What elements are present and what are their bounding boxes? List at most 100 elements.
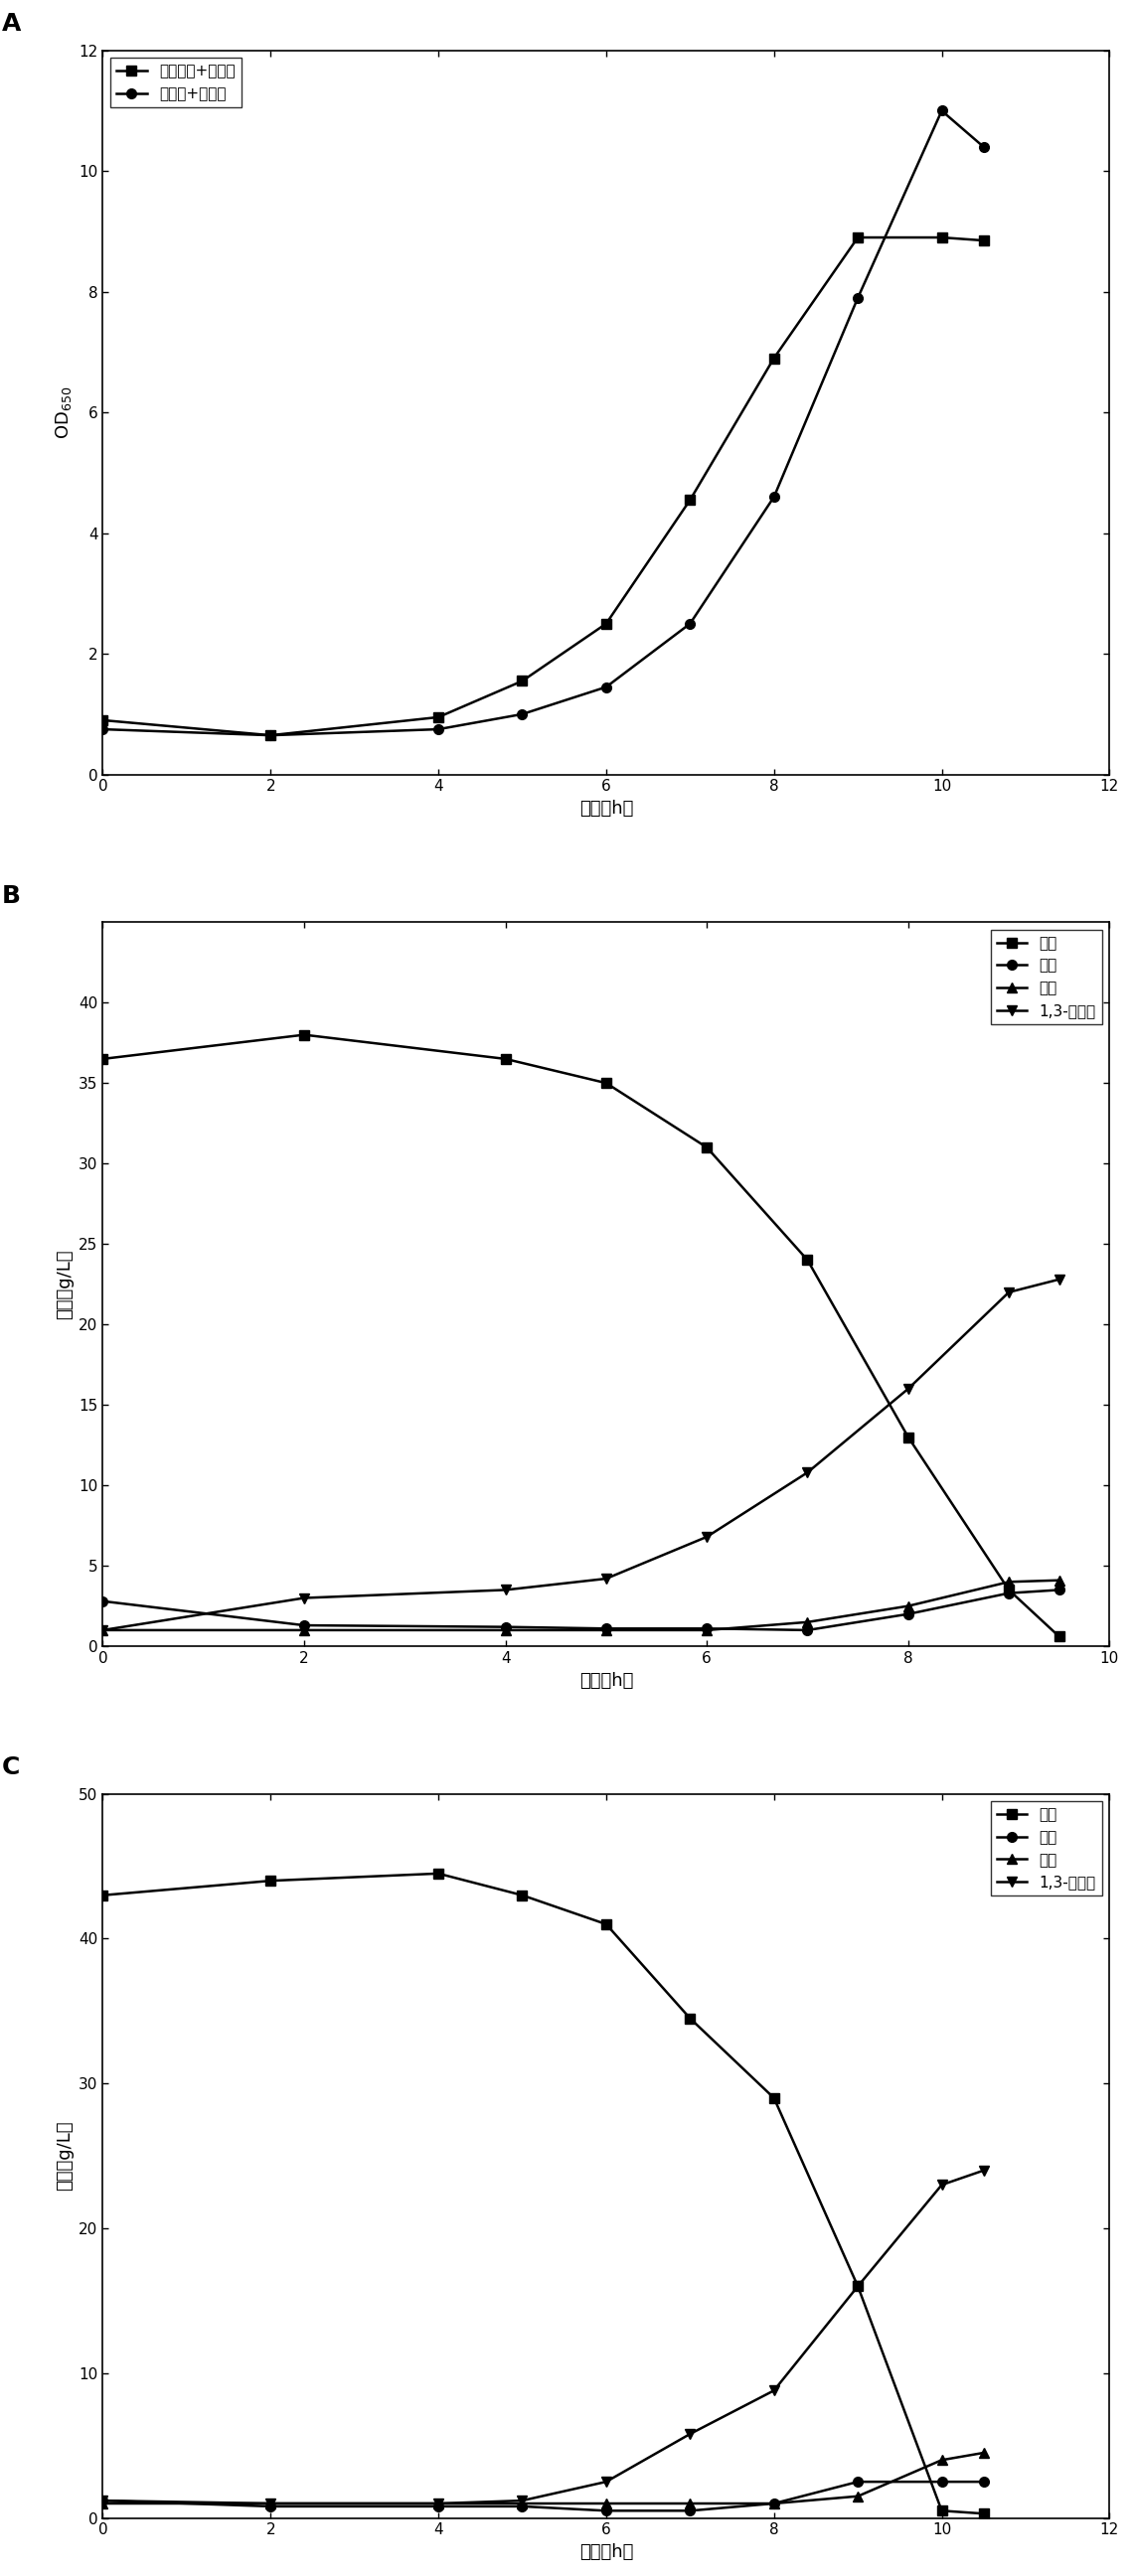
- 丁酸: [684, 2488, 697, 2519]
- Line: 1,3-丙二醇: 1,3-丙二醇: [98, 1275, 1064, 1636]
- 丁酸: [600, 2488, 613, 2519]
- 1,3-丙二醇: [767, 2375, 780, 2406]
- 乙酸: [976, 2465, 990, 2496]
- 甘油: [934, 2496, 948, 2527]
- 乙酸: [1002, 1577, 1016, 1607]
- 乙酸: [767, 2488, 780, 2519]
- 1,3-丙二醇: [432, 2488, 446, 2519]
- X-axis label: 时间（h）: 时间（h）: [579, 2543, 633, 2561]
- Text: A: A: [2, 13, 22, 36]
- 甘油: [700, 1131, 713, 1162]
- 甘油: [96, 1043, 110, 1074]
- 乙酸: [432, 2491, 446, 2522]
- 1,3-丙二醇: [96, 2486, 110, 2517]
- 1,3-丙二醇: [700, 1522, 713, 1553]
- 乙酸: [684, 2496, 697, 2527]
- 1,3-丙二醇: [499, 1574, 513, 1605]
- 甘油: [767, 2081, 780, 2112]
- 甘油: [902, 1422, 915, 1453]
- 塔釜甘油+蒸馏水: [600, 608, 613, 639]
- 乙酸: [700, 1613, 713, 1643]
- Line: 1,3-丙二醇: 1,3-丙二醇: [98, 2166, 989, 2509]
- 丁酸: [600, 1615, 613, 1646]
- 甘油: [499, 1043, 513, 1074]
- 丁酸: [850, 2481, 864, 2512]
- 塔釜甘油+蒸馏水: [264, 719, 278, 750]
- 乙酸: [801, 1615, 814, 1646]
- 塔釜甘油+蒸馏水: [767, 343, 780, 374]
- 粗甘油+自来水: [516, 698, 530, 729]
- 甘油: [850, 2272, 864, 2303]
- 塔釜甘油+蒸馏水: [934, 222, 948, 252]
- 粗甘油+自来水: [96, 714, 110, 744]
- 1,3-丙二醇: [516, 2486, 530, 2517]
- 丁酸: [902, 1589, 915, 1620]
- 1,3-丙二醇: [902, 1373, 915, 1404]
- 丁酸: [516, 2488, 530, 2519]
- 甘油: [96, 1880, 110, 1911]
- 1,3-丙二醇: [600, 2465, 613, 2496]
- Y-axis label: 浓度（g/L）: 浓度（g/L）: [56, 2120, 74, 2192]
- 1,3-丙二醇: [976, 2156, 990, 2187]
- 塔釜甘油+蒸馏水: [684, 484, 697, 515]
- 乙酸: [902, 1600, 915, 1631]
- Y-axis label: OD$_{650}$: OD$_{650}$: [53, 386, 74, 438]
- 甘油: [600, 1066, 613, 1097]
- 丁酸: [1002, 1566, 1016, 1597]
- Line: 乙酸: 乙酸: [98, 1584, 1064, 1636]
- 丁酸: [297, 1615, 311, 1646]
- 1,3-丙二醇: [1052, 1265, 1066, 1296]
- 1,3-丙二醇: [96, 1615, 110, 1646]
- 乙酸: [96, 1587, 110, 1618]
- Line: 甘油: 甘油: [98, 1030, 1064, 1641]
- 1,3-丙二醇: [297, 1582, 311, 1613]
- 1,3-丙二醇: [934, 2169, 948, 2200]
- 甘油: [516, 1880, 530, 1911]
- 粗甘油+自来水: [976, 131, 990, 162]
- 粗甘油+自来水: [432, 714, 446, 744]
- Line: 乙酸: 乙酸: [98, 2478, 989, 2517]
- Legend: 甘油, 乙酸, 丁酸, 1,3-丙二醇: 甘油, 乙酸, 丁酸, 1,3-丙二醇: [990, 1801, 1102, 1896]
- 粗甘油+自来水: [850, 283, 864, 314]
- Legend: 塔釜甘油+蒸馏水, 粗甘油+自来水: 塔釜甘油+蒸馏水, 粗甘油+自来水: [110, 59, 242, 108]
- 甘油: [432, 1857, 446, 1888]
- 乙酸: [600, 2496, 613, 2527]
- 1,3-丙二醇: [850, 2272, 864, 2303]
- Line: 丁酸: 丁酸: [98, 2447, 989, 2509]
- 1,3-丙二醇: [801, 1458, 814, 1489]
- X-axis label: 时间（h）: 时间（h）: [579, 1672, 633, 1690]
- 粗甘油+自来水: [767, 482, 780, 513]
- Text: C: C: [2, 1757, 20, 1780]
- 粗甘油+自来水: [934, 95, 948, 126]
- Y-axis label: 浓度（g/L）: 浓度（g/L）: [56, 1249, 74, 1319]
- 丁酸: [96, 1615, 110, 1646]
- 1,3-丙二醇: [1002, 1278, 1016, 1309]
- Text: B: B: [2, 884, 22, 907]
- 丁酸: [934, 2445, 948, 2476]
- 丁酸: [700, 1615, 713, 1646]
- 1,3-丙二醇: [684, 2419, 697, 2450]
- 塔釜甘油+蒸馏水: [96, 706, 110, 737]
- 甘油: [801, 1244, 814, 1275]
- 甘油: [600, 1909, 613, 1940]
- 塔釜甘油+蒸馏水: [976, 224, 990, 255]
- 乙酸: [264, 2491, 278, 2522]
- 丁酸: [976, 2437, 990, 2468]
- 甘油: [1052, 1620, 1066, 1651]
- Line: 粗甘油+自来水: 粗甘油+自来水: [98, 106, 989, 739]
- Legend: 甘油, 乙酸, 丁酸, 1,3-丙二醇: 甘油, 乙酸, 丁酸, 1,3-丙二醇: [990, 930, 1102, 1025]
- 甘油: [976, 2499, 990, 2530]
- 丁酸: [1052, 1564, 1066, 1595]
- 塔釜甘油+蒸馏水: [432, 701, 446, 732]
- 乙酸: [934, 2465, 948, 2496]
- 甘油: [264, 1865, 278, 1896]
- 粗甘油+自来水: [264, 719, 278, 750]
- 甘油: [684, 2004, 697, 2035]
- 粗甘油+自来水: [684, 608, 697, 639]
- 乙酸: [1052, 1574, 1066, 1605]
- 甘油: [297, 1020, 311, 1051]
- 塔釜甘油+蒸馏水: [850, 222, 864, 252]
- 丁酸: [432, 2488, 446, 2519]
- 丁酸: [96, 2488, 110, 2519]
- 丁酸: [801, 1607, 814, 1638]
